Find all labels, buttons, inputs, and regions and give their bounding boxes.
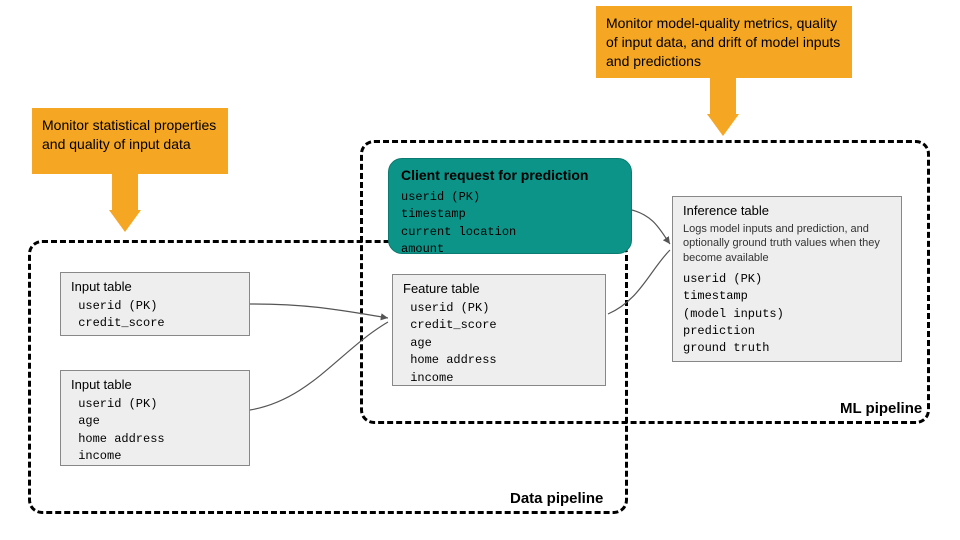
client-request-fields: userid (PK) timestamp current location a…: [401, 189, 619, 259]
input-table-2-fields: userid (PK) age home address income: [71, 396, 239, 466]
client-request-box: Client request for prediction userid (PK…: [388, 158, 632, 254]
data-pipeline-label: Data pipeline: [510, 490, 603, 507]
inference-table-title: Inference table: [683, 203, 891, 218]
input-table-2-title: Input table: [71, 377, 239, 392]
feature-table: Feature table userid (PK) credit_score a…: [392, 274, 606, 386]
inference-table-fields: userid (PK) timestamp (model inputs) pre…: [683, 271, 891, 358]
input-table-1: Input table userid (PK) credit_score: [60, 272, 250, 336]
inference-table-subtitle: Logs model inputs and prediction, and op…: [683, 222, 891, 265]
input-table-1-fields: userid (PK) credit_score: [71, 298, 239, 333]
feature-table-title: Feature table: [403, 281, 595, 296]
callout-right-arrow-stem: [710, 78, 736, 114]
feature-table-fields: userid (PK) credit_score age home addres…: [403, 300, 595, 387]
callout-right-arrow-head-icon: [707, 114, 739, 136]
callout-left-arrow-head-icon: [109, 210, 141, 232]
ml-pipeline-label: ML pipeline: [840, 400, 922, 417]
callout-monitor-input: Monitor statistical properties and quali…: [32, 108, 228, 174]
inference-table: Inference table Logs model inputs and pr…: [672, 196, 902, 362]
callout-monitor-model: Monitor model-quality metrics, quality o…: [596, 6, 852, 78]
callout-left-arrow-stem: [112, 174, 138, 210]
input-table-2: Input table userid (PK) age home address…: [60, 370, 250, 466]
client-request-title: Client request for prediction: [401, 167, 619, 183]
input-table-1-title: Input table: [71, 279, 239, 294]
